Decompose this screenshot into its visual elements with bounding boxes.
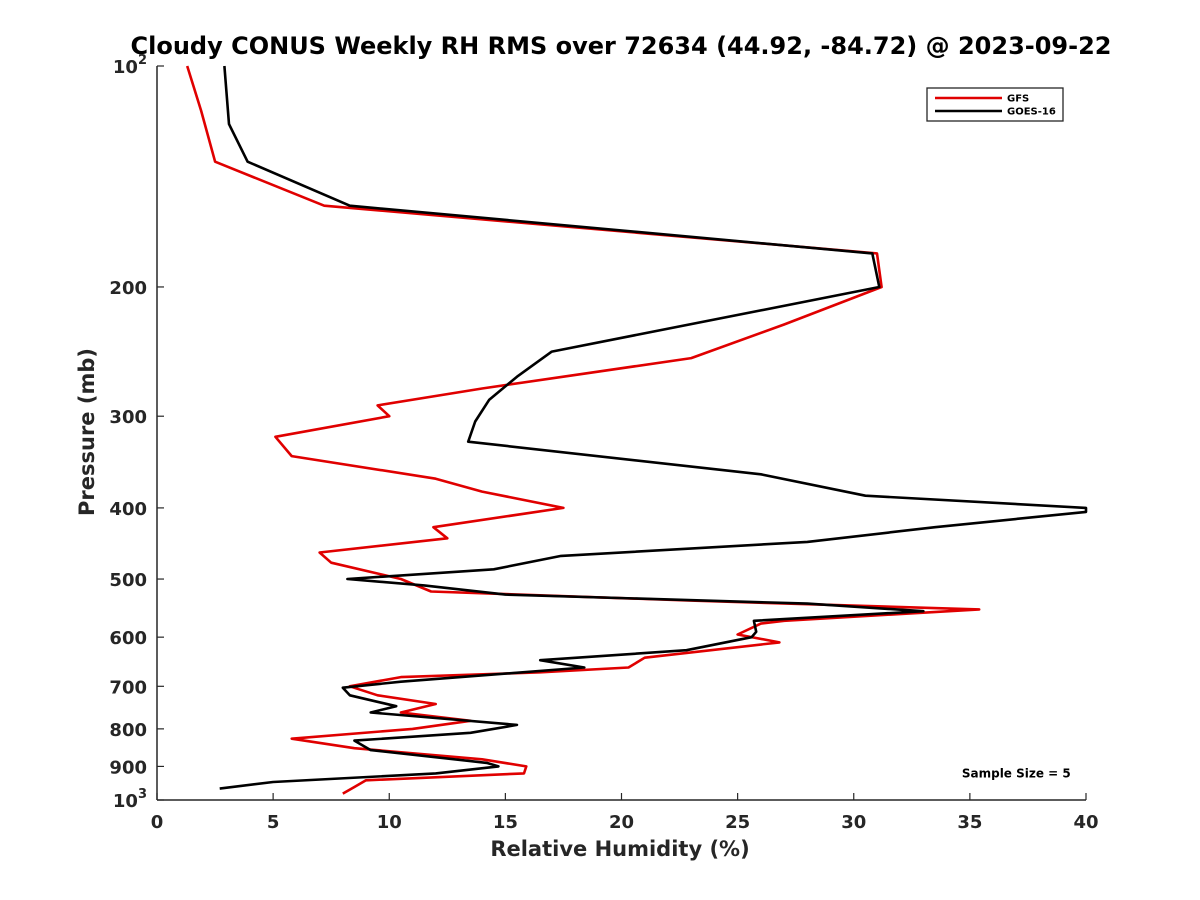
series-line-gfs: [185, 65, 981, 795]
y-tick-label: 200: [109, 278, 147, 299]
x-tick-label: 15: [493, 812, 518, 833]
x-tick-label: 20: [609, 812, 634, 833]
y-tick-label: 900: [109, 757, 147, 778]
legend-label: GFS: [1007, 94, 1029, 105]
y-tick-label: 102: [113, 53, 147, 78]
legend-box: [926, 87, 1064, 122]
x-tick-label: 40: [1073, 812, 1098, 833]
legend-label: GOES-16: [1007, 107, 1056, 118]
axes-group: 0 5 10 15 20 25 30 35 40 102 200 300 400 500 600 700 800…: [109, 53, 1098, 833]
y-tick-label: 700: [109, 677, 147, 698]
sample-size-annotation: Sample Size = 5: [962, 766, 1071, 780]
x-tick-label: 10: [377, 812, 402, 833]
legend: GFS GOES-16: [926, 87, 1064, 122]
x-tick-label: 35: [957, 812, 982, 833]
x-axis-label: Relative Humidity (%): [490, 837, 749, 861]
y-tick-label: 600: [109, 628, 147, 649]
series-group: [185, 65, 1088, 795]
y-tick-label: 500: [109, 570, 147, 591]
x-tick-label: 0: [151, 812, 164, 833]
annotations: Sample Size = 5: [962, 766, 1071, 780]
y-tick-label: 103: [113, 787, 147, 812]
series-line-goes-16: [219, 65, 1088, 790]
x-tick-label: 30: [841, 812, 866, 833]
y-tick-label: 300: [109, 407, 147, 428]
y-tick-label: 400: [109, 499, 147, 520]
x-tick-label: 5: [267, 812, 280, 833]
chart-title: Cloudy CONUS Weekly RH RMS over 72634 (4…: [131, 32, 1112, 60]
x-tick-label: 25: [725, 812, 750, 833]
y-axis-label: Pressure (mb): [75, 348, 99, 516]
y-tick-label: 800: [109, 720, 147, 741]
